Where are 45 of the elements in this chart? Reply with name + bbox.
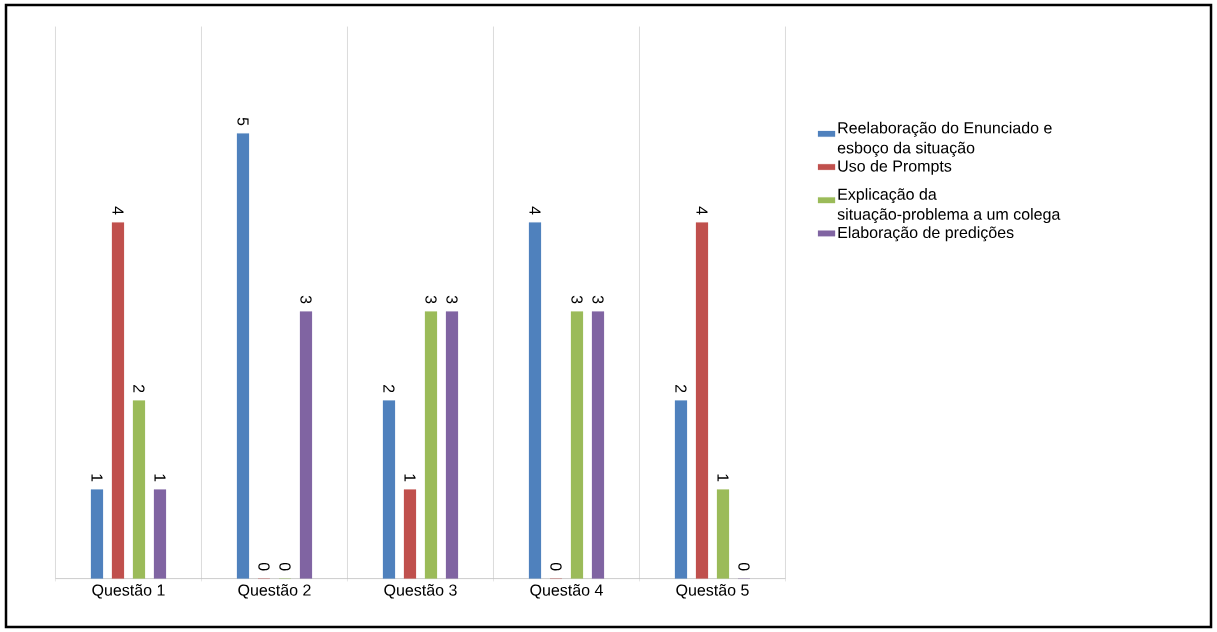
bar — [236, 133, 250, 579]
data-label: 0 — [550, 562, 562, 571]
data-label: 1 — [91, 474, 103, 482]
bar — [403, 489, 417, 579]
data-label: 3 — [571, 295, 583, 304]
data-label: 3 — [300, 295, 312, 304]
data-label: 4 — [529, 206, 541, 215]
legend-label: Explicação da situação-problema a um colega — [837, 188, 1061, 224]
data-label: 2 — [133, 384, 145, 393]
x-tick-label: Questão 5 — [676, 584, 749, 599]
bar — [591, 311, 605, 579]
legend-label: Reelaboração do Enunciado e esboço da situação — [837, 121, 1052, 157]
bar — [299, 311, 313, 579]
data-label: 3 — [592, 295, 604, 304]
data-label: 0 — [279, 562, 291, 571]
data-label: 3 — [446, 295, 458, 304]
data-label: 0 — [738, 562, 750, 571]
legend-label: Elaboração de predições — [838, 226, 1014, 242]
bar — [90, 489, 104, 579]
x-tick-label: Questão 4 — [530, 584, 603, 599]
data-label: 0 — [258, 562, 270, 571]
bar — [445, 311, 459, 579]
data-label: 1 — [154, 474, 166, 482]
data-label: 2 — [675, 384, 687, 393]
x-tick-label: Questão 1 — [92, 584, 165, 599]
data-label: 3 — [425, 295, 437, 304]
bar — [424, 311, 438, 579]
data-label: 4 — [112, 206, 124, 215]
x-tick-label: Questão 2 — [238, 584, 311, 599]
bar — [132, 400, 146, 579]
bar — [111, 222, 125, 579]
bar — [153, 489, 167, 579]
data-label: 4 — [696, 206, 708, 215]
bar — [570, 311, 584, 579]
legend-label: Uso de Prompts — [838, 159, 952, 175]
bar — [528, 222, 542, 579]
data-label: 1 — [404, 474, 416, 482]
bar — [695, 222, 709, 579]
bar — [674, 400, 688, 579]
x-tick-label: Questão 3 — [384, 584, 457, 599]
bar — [716, 489, 730, 579]
data-label: 5 — [237, 117, 249, 126]
data-label: 1 — [717, 474, 729, 482]
bar — [382, 400, 396, 579]
data-label: 2 — [383, 384, 395, 393]
